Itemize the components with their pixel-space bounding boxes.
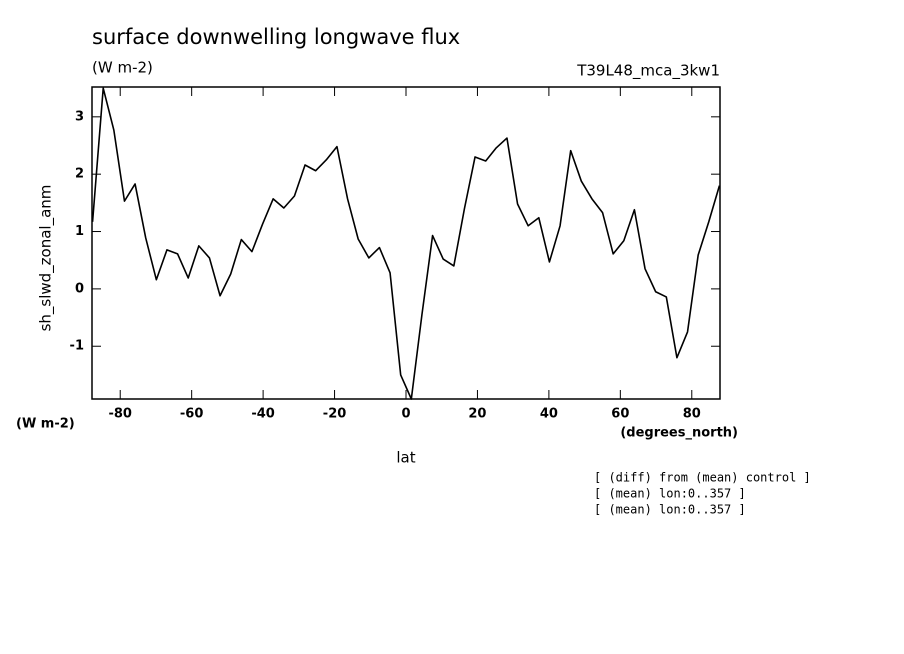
- annotation: [ (diff) from (mean) control ]: [594, 471, 811, 485]
- x-tick-label: -40: [251, 407, 275, 422]
- x-tick-label: 0: [401, 407, 410, 422]
- chart-title: surface downwelling longwave flux: [92, 25, 460, 49]
- y-tick-label: -1: [70, 339, 84, 354]
- y-tick-label: 0: [75, 281, 84, 296]
- plot-frame: [91, 86, 721, 400]
- y-axis-label: sh_slwd_zonal_anm: [37, 185, 56, 332]
- x-tick-label: 40: [540, 407, 558, 422]
- x-tick-label: 20: [468, 407, 486, 422]
- y-tick-label: 1: [75, 224, 84, 239]
- x-tick-label: -80: [108, 407, 132, 422]
- x-units: (degrees_north): [620, 426, 738, 441]
- x-tick-label: -20: [323, 407, 347, 422]
- x-tick-label: 60: [611, 407, 629, 422]
- annotation: [ (mean) lon:0..357 ]: [594, 503, 746, 517]
- y-tick-label: 3: [75, 109, 84, 124]
- x-tick-label: 80: [683, 407, 701, 422]
- y-units: (W m-2): [16, 417, 75, 432]
- data-line: [91, 87, 721, 400]
- x-axis-label: lat: [396, 449, 415, 467]
- annotation: [ (mean) lon:0..357 ]: [594, 487, 746, 501]
- y-tick-label: 2: [75, 167, 84, 182]
- x-tick-label: -60: [180, 407, 204, 422]
- subtitle: (W m-2): [92, 59, 153, 77]
- run-label: T39L48_mca_3kw1: [576, 62, 720, 81]
